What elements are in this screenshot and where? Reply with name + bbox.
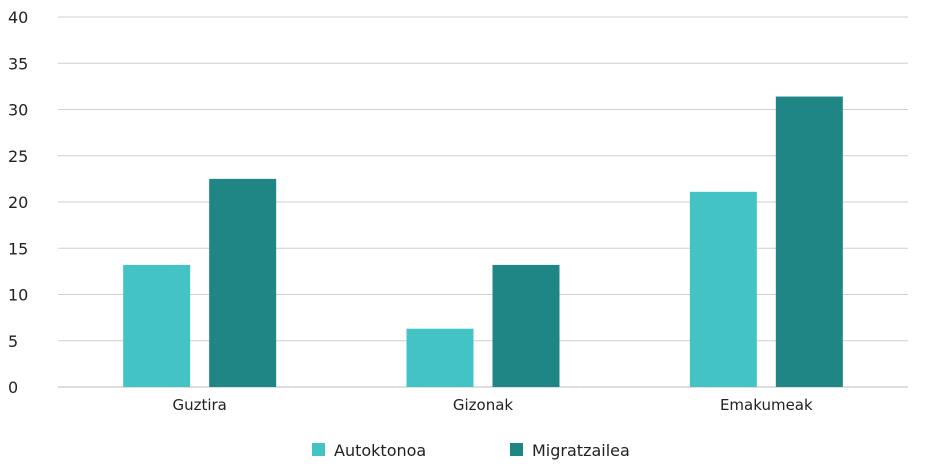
y-tick-label: 0 [8,378,18,397]
legend-label: Autoktonoa [334,441,426,460]
bar-migratzailea-gizonak [492,264,560,387]
x-category-label: Guztira [172,396,226,414]
legend-label: Migratzailea [532,441,630,460]
legend-swatch [510,443,523,456]
bar-migratzailea-guztira [209,178,277,387]
y-tick-label: 35 [8,54,28,73]
gridlines [58,16,908,388]
y-tick-label: 15 [8,239,28,258]
legend-swatch [312,443,325,456]
y-tick-label: 25 [8,147,28,166]
x-category-label: Gizonak [453,396,514,414]
x-category-label: Emakumeak [720,396,813,414]
legend: Autoktonoa Migratzailea [312,441,630,460]
y-tick-label: 30 [8,101,28,120]
bar-migratzailea-emakumeak [775,96,843,388]
y-tick-label: 10 [8,286,28,305]
bar-autoktonoa-guztira [123,264,191,387]
bar-autoktonoa-gizonak [406,328,474,387]
y-tick-label: 40 [8,8,28,27]
x-axis-labels: Guztira Gizonak Emakumeak [172,396,813,414]
bar-autoktonoa-emakumeak [689,191,757,387]
y-axis-ticks: 0 5 10 15 20 25 30 35 40 [8,8,28,397]
bars [123,96,843,388]
y-tick-label: 5 [8,332,18,351]
y-tick-label: 20 [8,193,28,212]
